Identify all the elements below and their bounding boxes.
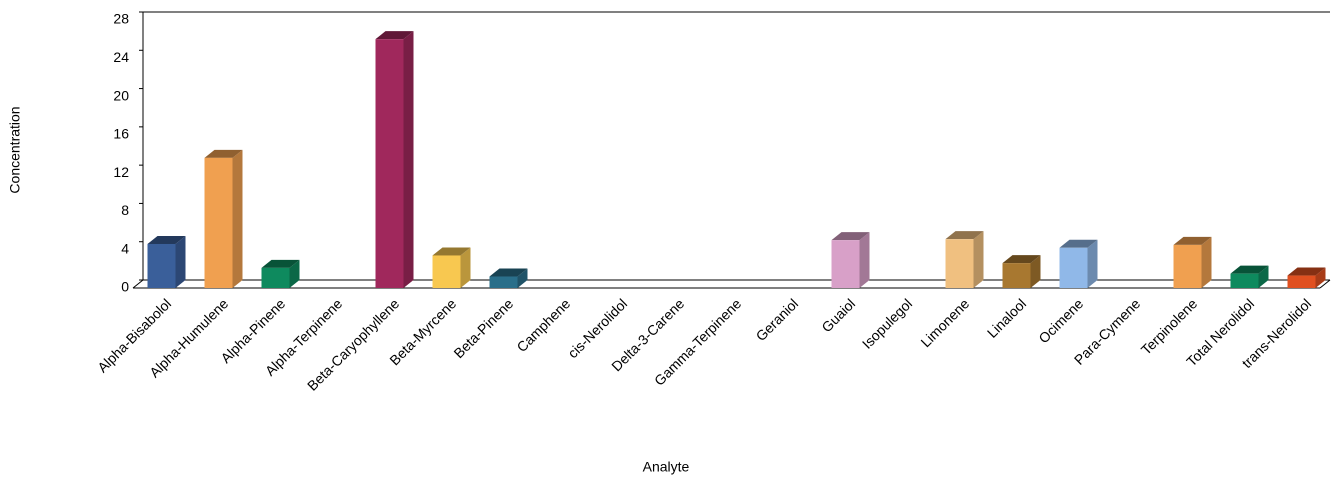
bar xyxy=(204,149,243,288)
bar xyxy=(1002,255,1041,288)
x-tick-label: Terpinolene xyxy=(1138,295,1201,358)
bar-front xyxy=(1002,263,1031,288)
axis-line xyxy=(132,279,144,289)
bar-front xyxy=(831,240,860,288)
bar-side xyxy=(973,231,984,288)
y-tick-label: 0 xyxy=(121,279,129,295)
bar-front xyxy=(489,276,518,288)
bar-side xyxy=(175,235,186,288)
bar-front xyxy=(945,239,974,288)
bar xyxy=(1230,265,1269,288)
x-tick-label: Limonene xyxy=(917,295,972,350)
bar-side xyxy=(1258,265,1269,288)
axis-line xyxy=(1319,279,1331,289)
bar-front xyxy=(204,157,233,288)
bar-top xyxy=(261,259,300,268)
bar-side xyxy=(403,31,414,289)
bar-side xyxy=(1315,267,1326,288)
bar-top xyxy=(147,235,186,244)
bar-side xyxy=(1030,255,1041,288)
x-tick-label: Isopulegol xyxy=(859,295,915,351)
y-tick-label: 28 xyxy=(113,11,129,27)
x-tick-label: Guaiol xyxy=(818,295,858,335)
bar-side xyxy=(1087,239,1098,288)
y-tick-label: 12 xyxy=(113,164,129,180)
bar-top xyxy=(1173,236,1212,245)
x-tick-label: Geraniol xyxy=(753,295,802,344)
bar-side xyxy=(460,247,471,288)
bar-side xyxy=(232,149,243,288)
bar xyxy=(1059,239,1098,288)
bar xyxy=(261,259,300,288)
y-tick-label: 16 xyxy=(113,126,129,142)
x-tick-label: Linalool xyxy=(984,295,1029,340)
bar-front xyxy=(375,39,404,289)
bar-front xyxy=(261,267,290,288)
bar-side xyxy=(289,259,300,288)
bar-top xyxy=(204,149,243,158)
y-tick-label: 4 xyxy=(121,240,129,256)
y-tick-label: 8 xyxy=(121,202,129,218)
x-axis-title: Analyte xyxy=(643,459,690,475)
bar xyxy=(1287,267,1326,288)
bar-side xyxy=(517,268,528,288)
x-tick-label: Camphene xyxy=(513,295,573,355)
bar xyxy=(489,268,528,288)
bar-top xyxy=(1059,239,1098,248)
bar-side xyxy=(859,232,870,288)
bar-side xyxy=(1201,236,1212,288)
bar-top xyxy=(1287,267,1326,276)
bar-top xyxy=(375,31,414,40)
bar-top xyxy=(945,231,984,240)
bar xyxy=(147,235,186,288)
bar-front xyxy=(1173,244,1202,288)
bar-top xyxy=(1230,265,1269,274)
bar-top xyxy=(831,232,870,241)
bar-top xyxy=(1002,255,1041,264)
bar-top xyxy=(432,247,471,256)
x-tick-label: Ocimene xyxy=(1035,295,1086,346)
bar-front xyxy=(147,243,176,288)
bar-front xyxy=(1059,247,1088,288)
bar-front xyxy=(1230,273,1259,288)
y-axis-title: Concentration xyxy=(7,106,23,193)
bar-front xyxy=(432,255,461,288)
bar xyxy=(945,231,984,288)
bar xyxy=(1173,236,1212,288)
bar-front xyxy=(1287,275,1316,288)
y-tick-label: 20 xyxy=(113,87,129,103)
bar xyxy=(375,31,414,289)
bar xyxy=(432,247,471,288)
bar-top xyxy=(489,268,528,277)
y-tick-label: 24 xyxy=(113,49,129,65)
bar xyxy=(831,232,870,288)
x-tick-label: Beta-Pinene xyxy=(450,295,516,361)
